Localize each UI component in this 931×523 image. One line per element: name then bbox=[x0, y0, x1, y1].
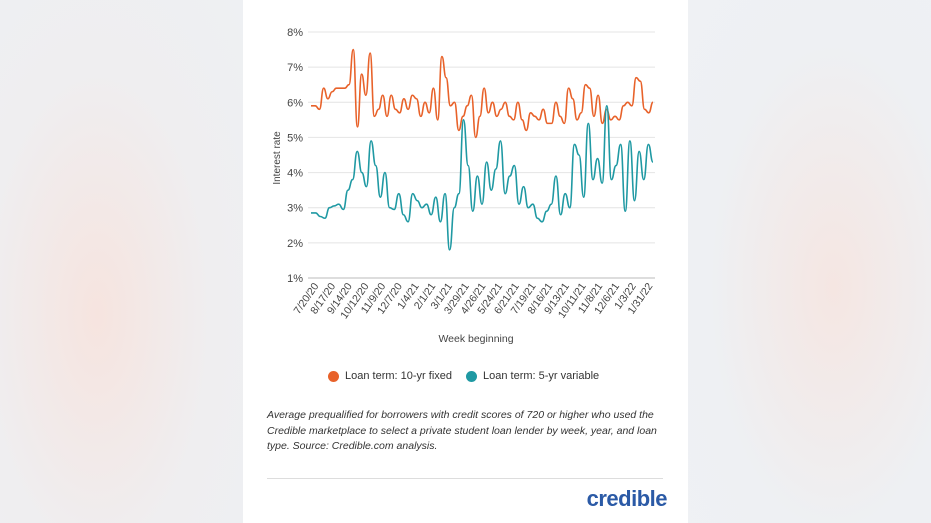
series-lines bbox=[310, 48, 654, 251]
series-line-10yr-fixed bbox=[311, 48, 654, 139]
series-line-5yr-variable bbox=[310, 105, 654, 251]
x-axis-label: Week beginning bbox=[438, 333, 513, 345]
credible-logo: credible bbox=[586, 486, 668, 511]
legend-label-5yr: Loan term: 5-yr variable bbox=[483, 370, 600, 382]
divider bbox=[267, 478, 663, 479]
y-tick-label: 7% bbox=[287, 62, 303, 74]
y-tick-label: 1% bbox=[287, 273, 303, 285]
x-tick-labels: 7/20/208/17/209/14/2010/12/2011/9/2012/7… bbox=[292, 281, 656, 321]
line-chart: 1% 2% 3% 4% 5% 6% 7% 8% 7/20/208/17/209/14/2010… bbox=[272, 27, 656, 345]
y-tick-label: 2% bbox=[287, 238, 303, 250]
background-blur-right bbox=[688, 0, 931, 523]
chart-card: 1% 2% 3% 4% 5% 6% 7% 8% 7/20/20 8/17/20 9/14/20 10… bbox=[243, 0, 688, 523]
legend-label-10yr: Loan term: 10-yr fixed bbox=[345, 370, 452, 382]
legend-item-10yr: Loan term: 10-yr fixed bbox=[328, 370, 452, 382]
legend-item-5yr: Loan term: 5-yr variable bbox=[466, 370, 599, 382]
y-tick-label: 4% bbox=[287, 168, 303, 180]
y-tick-label: 3% bbox=[287, 203, 303, 215]
legend-swatch-10yr bbox=[328, 370, 339, 382]
legend: Loan term: 10-yr fixed Loan term: 5-yr v… bbox=[328, 367, 648, 385]
chart-caption: Average prequalified for borrowers with … bbox=[267, 409, 657, 452]
y-tick-label: 8% bbox=[287, 27, 303, 39]
y-axis-label: Interest rate bbox=[272, 131, 283, 185]
y-tick-label: 6% bbox=[287, 97, 303, 109]
legend-swatch-5yr bbox=[466, 370, 477, 382]
background-blur-left bbox=[0, 0, 243, 523]
grid-lines bbox=[308, 31, 655, 279]
y-tick-labels: 1% 2% 3% 4% 5% 6% 7% 8% bbox=[287, 27, 303, 285]
y-tick-label: 5% bbox=[287, 132, 303, 144]
